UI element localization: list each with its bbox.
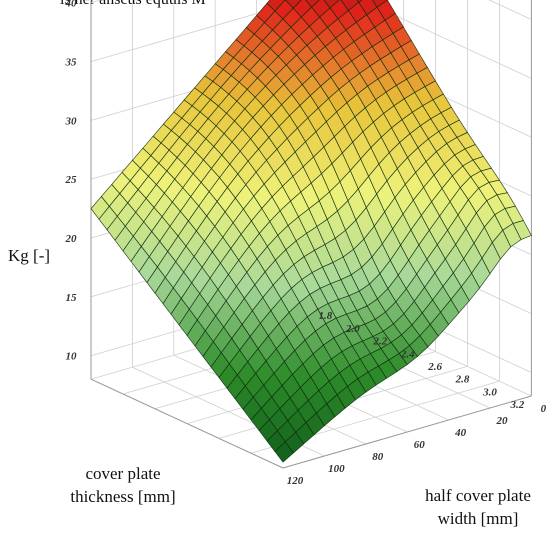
x-tick-label: 120 [287,475,304,487]
z-tick-label: 20 [65,233,78,245]
x-tick-label: 40 [454,427,467,439]
z-tick-label: 25 [65,174,78,186]
x-tick-label: 0 [541,403,547,415]
y-tick-label: 2.4 [400,348,415,360]
y-tick-label: 2.0 [345,323,360,335]
z-tick-label: 15 [66,292,78,304]
y-tick-label: 2.2 [372,336,387,348]
y-tick-label: 1.8 [319,310,333,322]
x-tick-label: 80 [372,451,384,463]
y-tick-label: 2.6 [427,361,442,373]
x-axis-label-line-1: half cover plate [402,484,554,507]
x-axis-label: half cover plate width [mm] [402,484,554,530]
surface-plot [91,0,531,462]
y-tick-label: 2.8 [455,374,470,386]
y-tick-label: 3.2 [510,399,525,411]
z-axis-label: Kg [-] [8,246,50,266]
z-tick-label: 35 [65,57,78,69]
y-axis-label-line-1: cover plate [38,462,208,485]
x-tick-label: 20 [496,415,509,427]
y-tick-label: 3.0 [482,386,497,398]
x-axis-label-line-2: width [mm] [402,507,554,530]
y-axis-label: cover plate thickness [mm] [38,462,208,508]
x-tick-label: 100 [328,463,345,475]
z-tick-label: 30 [65,115,78,127]
x-tick-label: 60 [414,439,426,451]
y-axis-label-line-2: thickness [mm] [38,485,208,508]
z-tick-label: 40 [65,0,78,10]
z-tick-label: 10 [66,351,78,363]
